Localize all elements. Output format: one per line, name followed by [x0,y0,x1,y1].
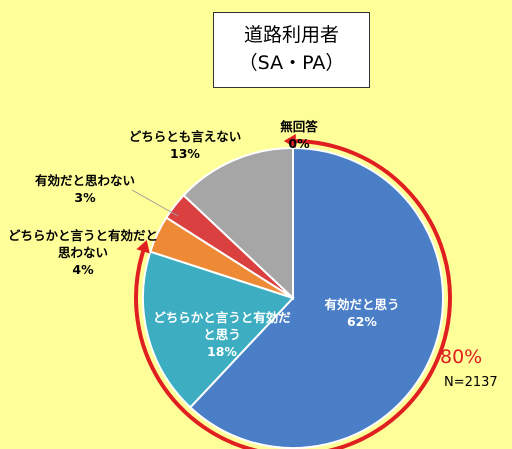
arrow-head [136,239,150,254]
leader-line [131,189,179,217]
data-label: どちらとも言えない 13% [110,128,260,162]
data-label: どちらかと言うと有効だと思う 18% [152,309,292,360]
pie-slice [182,146,294,301]
category-label: 無回答 [280,119,318,134]
value-label: 3% [74,190,96,205]
category-label: 有効だと思う [324,297,400,312]
category-label: どちらかと言うと有効だと思う [153,310,291,342]
highlight-arc [134,139,452,449]
value-label: 13% [170,146,200,161]
annotation: 80% [440,346,483,368]
value-label: 62% [347,314,377,329]
value-label: 4% [72,262,94,277]
value-label: 0% [288,136,310,151]
category-label: どちらかと言うと有効だと思わない [8,228,159,260]
pie-slice [188,146,444,449]
arrow-head [283,134,296,149]
chart-subtitle: （SA・PA） [238,52,345,74]
title-box: 道路利用者 （SA・PA） [213,12,370,88]
pie-slice [142,250,295,409]
category-label: 有効だと思わない [34,173,135,188]
data-label: どちらかと言うと有効だと思わない 4% [8,227,158,278]
data-label: 無回答 0% [259,118,339,152]
data-label: 有効だと思わない 3% [10,172,160,206]
chart-title: 道路利用者 [243,24,339,46]
annotation: N=2137 [444,375,498,390]
data-label: 有効だと思う 62% [297,296,427,330]
category-label: どちらとも言えない [128,129,242,144]
value-label: 18% [207,344,237,359]
